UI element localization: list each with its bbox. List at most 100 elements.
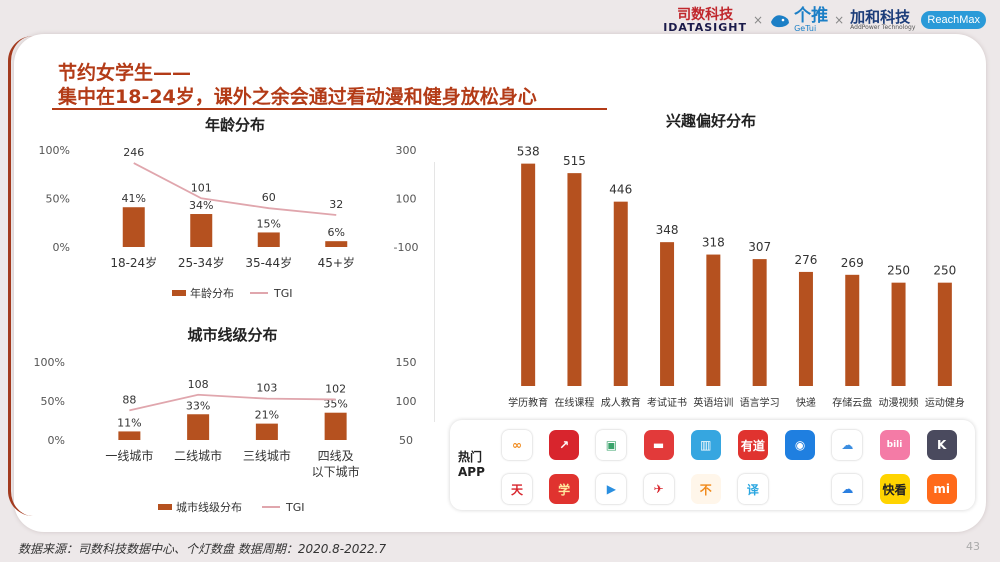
right-axis-tick-label: 50	[399, 434, 413, 447]
category-label: 英语培训	[693, 396, 733, 409]
right-axis-tick-label: -100	[394, 241, 419, 254]
app-icon-kuaikan[interactable]: 快看	[879, 474, 910, 504]
app-icon-empty[interactable]	[785, 474, 816, 504]
bar	[845, 274, 860, 386]
sishu-logo-cn: 司数科技	[677, 6, 734, 23]
bar-value-label: 21%	[255, 409, 279, 422]
app-icon-loop[interactable]: ∞	[502, 430, 532, 460]
bar	[660, 242, 675, 386]
category-label: 一线城市	[105, 448, 153, 463]
bar-value-label: 538	[517, 145, 540, 159]
category-label: 运动健身	[925, 396, 965, 409]
popular-apps-panel: 热门 APP ∞ ↗ ▣ ▬ ▥ 有道 ◉ ☁ bili K 天学 ▶ ✈ 不译 ☁ 快看 mi	[450, 420, 975, 510]
bar-value-label: 41%	[122, 192, 146, 205]
bar-value-label: 35%	[323, 398, 347, 411]
category-label: 存储云盘	[832, 396, 872, 409]
app-icon-bilibili[interactable]: bili	[879, 430, 910, 460]
app-icon-youdao[interactable]: 有道	[737, 430, 768, 460]
reachmax-logo: ReachMax	[921, 11, 986, 29]
title-underline	[52, 108, 607, 110]
popular-apps-grid: ∞ ↗ ▣ ▬ ▥ 有道 ◉ ☁ bili K 天学 ▶ ✈ 不译 ☁ 快看 mi	[502, 430, 957, 504]
app-icon-video-play[interactable]: ▶	[596, 474, 627, 504]
category-label: 快递	[796, 396, 816, 409]
category-label: 学历教育	[508, 396, 548, 409]
bar	[190, 214, 213, 247]
category-label: 考试证书	[647, 396, 687, 409]
bar	[567, 173, 582, 386]
bar	[891, 282, 906, 386]
bar-value-label: 11%	[117, 416, 141, 429]
app-icon-translate[interactable]: 译	[737, 474, 768, 504]
getui-logo-en: GeTui	[794, 23, 817, 33]
popular-apps-label: 热门 APP	[458, 450, 488, 480]
sishu-logo-en: IDATASIGHT	[663, 20, 748, 34]
tgi-value-label: 88	[122, 393, 136, 406]
left-axis-tick-label: 0%	[48, 434, 65, 447]
legend-tgi-label: TGI	[285, 501, 305, 514]
app-icon-robot[interactable]: ◉	[785, 430, 816, 460]
left-axis-tick-label: 50%	[41, 395, 65, 408]
category-label: 动漫视频	[879, 396, 919, 409]
bar-value-label: 318	[702, 236, 725, 250]
app-icon-cards[interactable]: ▥	[690, 430, 721, 460]
bar-value-label: 250	[933, 264, 956, 278]
app-icon-keep[interactable]: K	[926, 430, 957, 460]
bar-value-label: 34%	[189, 199, 213, 212]
tgi-value-label: 60	[262, 191, 276, 204]
bar	[255, 423, 278, 440]
jiahe-logo-sub: AddPower Technology	[850, 23, 916, 31]
app-icon-xuexi[interactable]: 学	[549, 474, 580, 504]
bar-value-label: 33%	[186, 399, 210, 412]
left-axis-tick-label: 50%	[46, 193, 70, 206]
getui-logo-cn: 个推	[794, 5, 829, 26]
slide-title-line2: 集中在18-24岁，课外之余会通过看动漫和健身放松身心	[58, 86, 537, 108]
app-icon-orange[interactable]: 不	[690, 474, 721, 504]
chart-city-title: 城市线级分布	[187, 326, 277, 344]
data-source-note: 数据来源：司数科技数据中心、个灯数盘 数据周期：2020.8-2022.7	[18, 542, 387, 556]
sishu-logo: 司数科技 IDATASIGHT	[663, 8, 747, 33]
popular-apps-label-line2: APP	[458, 465, 485, 479]
jiahe-logo-cn: 加和科技	[850, 7, 911, 26]
getui-logo: 个推 GeTui	[769, 5, 829, 33]
bar	[937, 282, 952, 386]
app-icon-cloud-disk[interactable]: ☁	[832, 430, 863, 460]
tgi-line	[133, 162, 337, 216]
app-icon-book[interactable]: ▣	[596, 430, 627, 460]
tgi-line	[129, 393, 336, 412]
bar-value-label: 515	[563, 154, 586, 168]
slide-title-line1: 节约女学生——	[58, 62, 192, 84]
tgi-value-label: 102	[325, 382, 346, 395]
category-label: 以下城市	[312, 464, 360, 479]
bar-value-label: 6%	[328, 226, 345, 239]
bar	[187, 414, 210, 440]
tgi-value-label: 103	[256, 382, 277, 395]
chart-age-title: 年龄分布	[205, 116, 265, 134]
bar	[521, 163, 536, 386]
app-icon-xuexitong[interactable]: ↗	[549, 430, 580, 460]
app-icon-tiantian[interactable]: 天	[502, 474, 532, 504]
page-number: 43	[966, 540, 980, 553]
app-icon-mi[interactable]: mi	[926, 474, 957, 504]
category-label: 二线城市	[174, 448, 222, 463]
app-icon-cloud[interactable]: ☁	[832, 474, 863, 504]
chart-divider	[434, 162, 435, 422]
legend-bar-swatch	[158, 504, 172, 510]
category-label: 25-34岁	[178, 255, 225, 270]
tgi-value-label: 246	[123, 146, 144, 159]
brand-separator: ×	[753, 13, 764, 27]
app-icon-driving[interactable]: ▬	[643, 430, 674, 460]
right-axis-tick-label: 100	[396, 193, 417, 206]
category-label: 在线课程	[554, 396, 594, 409]
left-axis-tick-label: 0%	[53, 241, 70, 254]
category-label: 35-44岁	[245, 255, 292, 270]
interest-chart-title: 兴趣偏好分布	[666, 112, 756, 130]
legend-bar-label: 年龄分布	[190, 286, 234, 300]
category-label: 45+岁	[318, 255, 355, 270]
bar-value-label: 15%	[257, 217, 281, 230]
bar	[752, 259, 767, 386]
legend-bar-label: 城市线级分布	[176, 500, 242, 514]
category-label: 三线城市	[243, 448, 291, 463]
app-icon-bird[interactable]: ✈	[643, 474, 674, 504]
bar-value-label: 269	[841, 256, 864, 270]
